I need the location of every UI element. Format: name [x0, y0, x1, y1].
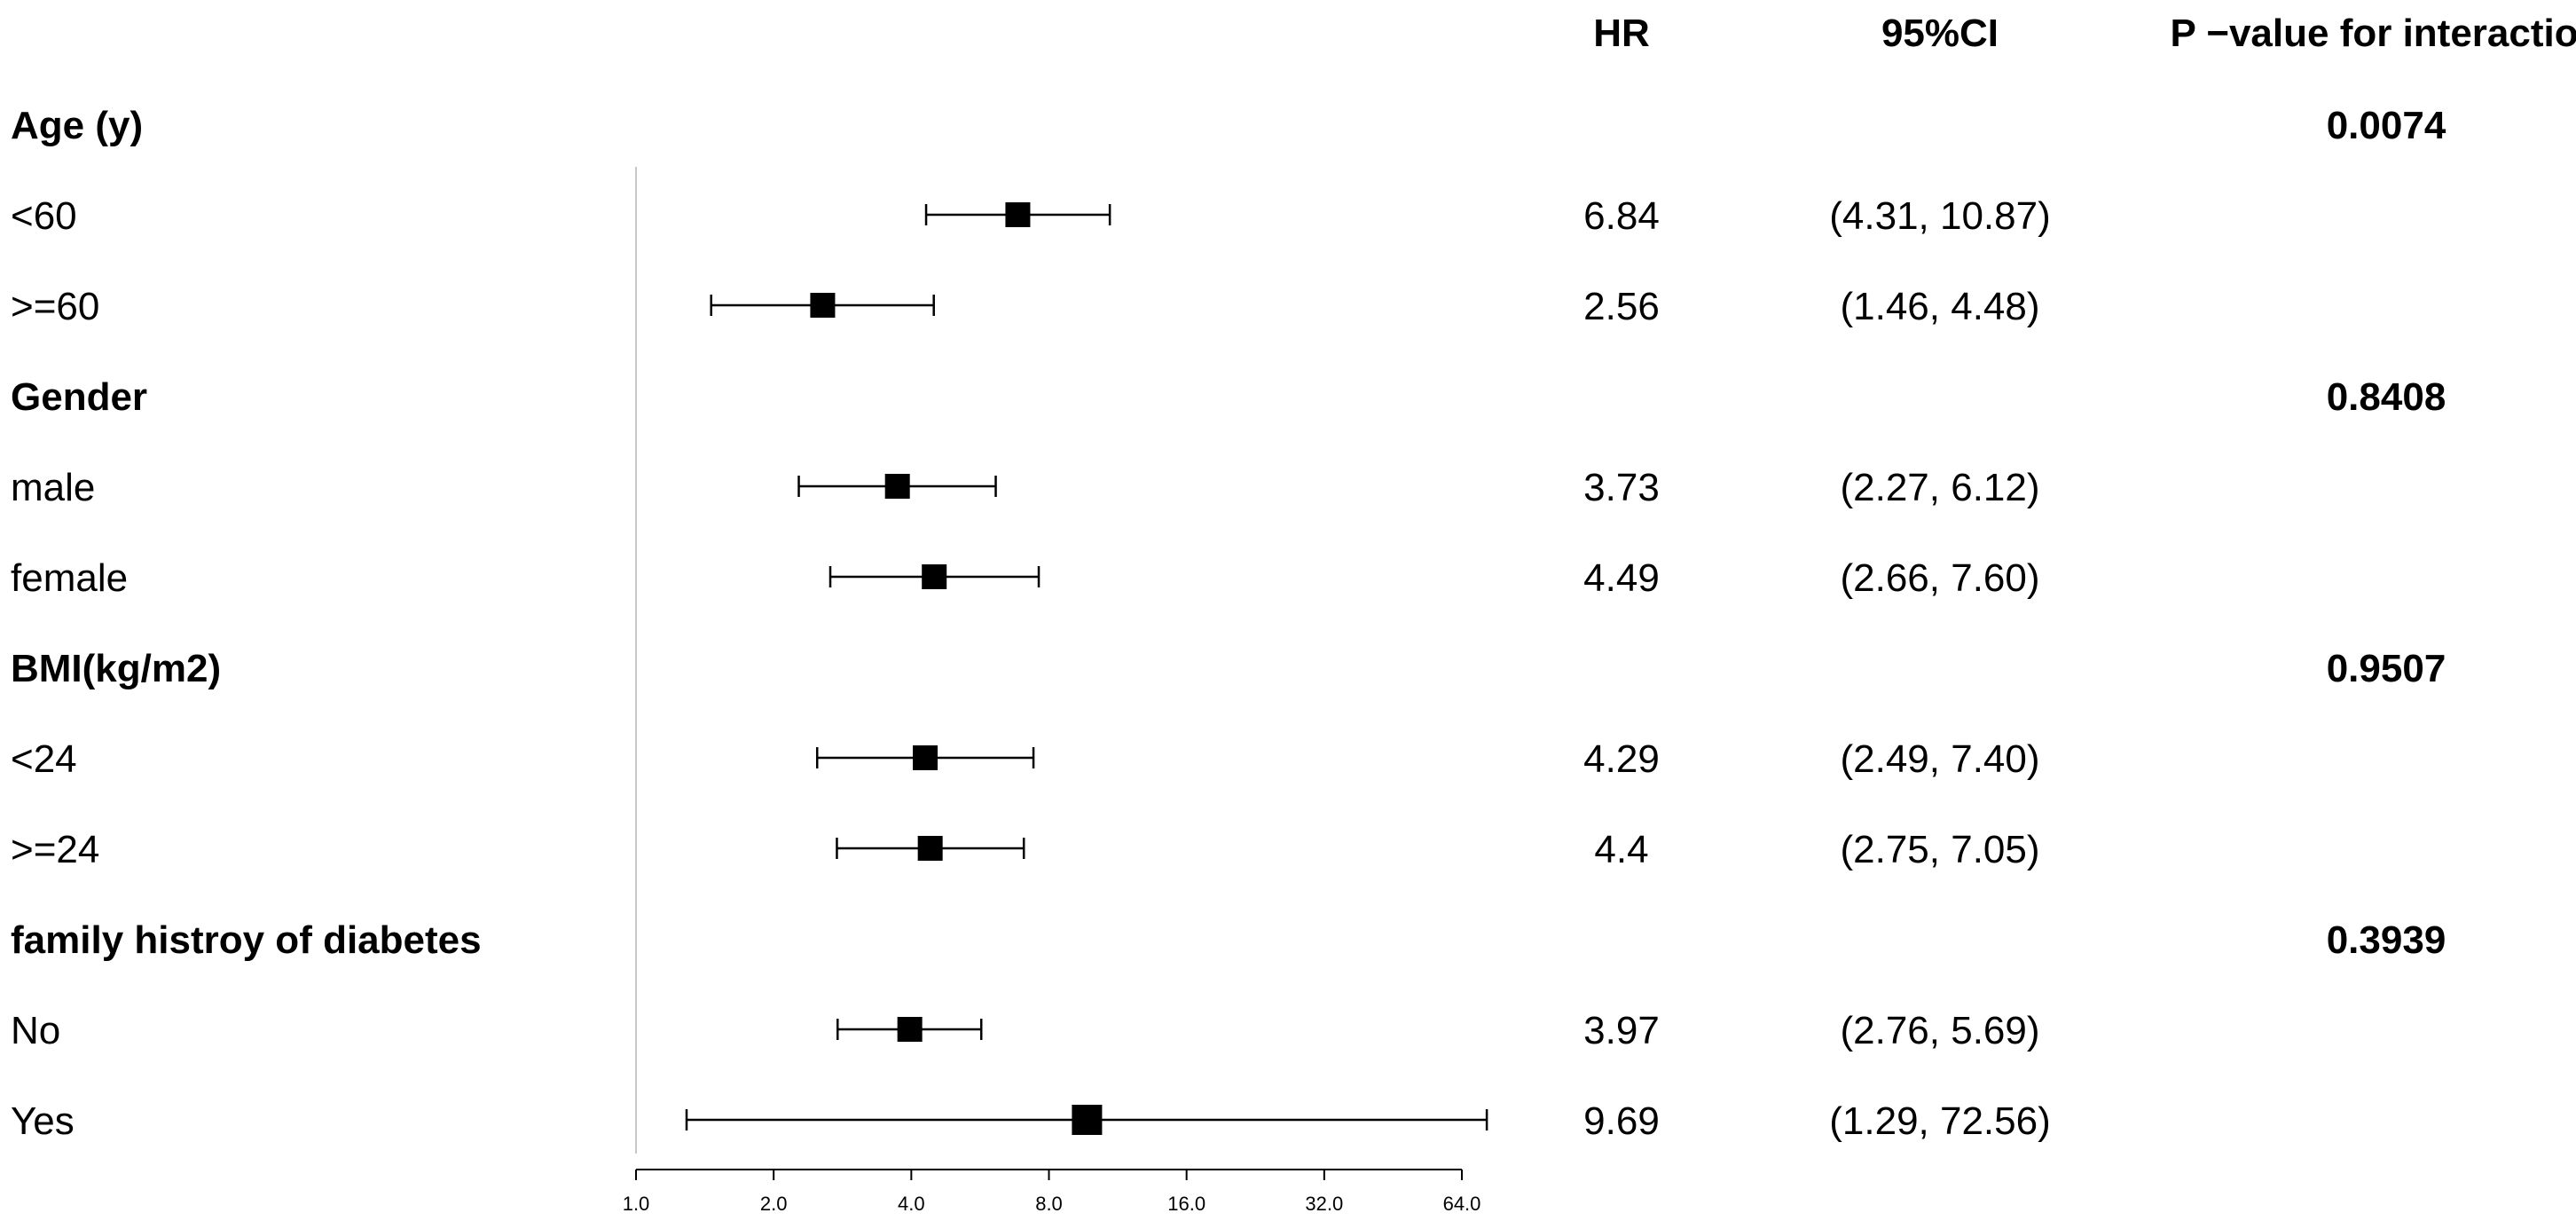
header-ci: 95%CI [1881, 12, 1999, 55]
p-value-label: 0.9507 [2326, 647, 2446, 690]
hr-marker [810, 293, 836, 318]
p-value-label: 0.8408 [2326, 375, 2446, 419]
hr-value-label: 3.97 [1583, 1009, 1660, 1052]
subgroup-label: Yes [11, 1099, 75, 1143]
ci-value-label: (2.66, 7.60) [1840, 556, 2040, 600]
ci-value-label: (2.49, 7.40) [1840, 737, 2040, 781]
hr-marker [897, 1017, 923, 1042]
group-label: Age (y) [11, 104, 144, 147]
ci-value-label: (4.31, 10.87) [1829, 194, 2051, 238]
x-tick-label: 64.0 [1443, 1193, 1481, 1215]
x-tick-label: 2.0 [760, 1193, 788, 1215]
group-label: Gender [11, 375, 148, 419]
hr-marker [1072, 1105, 1103, 1135]
p-value-label: 0.3939 [2326, 918, 2446, 962]
header-hr: HR [1593, 12, 1650, 55]
x-tick-label: 32.0 [1305, 1193, 1343, 1215]
x-tick-label: 4.0 [898, 1193, 925, 1215]
subgroup-label: >=24 [11, 828, 100, 871]
hr-marker [1005, 202, 1031, 227]
hr-marker [922, 564, 947, 589]
x-tick-label: 16.0 [1167, 1193, 1206, 1215]
ci-value-label: (1.46, 4.48) [1840, 285, 2040, 328]
hr-value-label: 6.84 [1583, 194, 1660, 238]
hr-value-label: 4.49 [1583, 556, 1660, 600]
ci-value-label: (2.76, 5.69) [1840, 1009, 2040, 1052]
hr-value-label: 3.73 [1583, 466, 1660, 509]
hr-value-label: 4.4 [1594, 828, 1649, 871]
x-tick-label: 8.0 [1035, 1193, 1063, 1215]
hr-value-label: 2.56 [1583, 285, 1660, 328]
ci-value-label: (1.29, 72.56) [1829, 1099, 2051, 1143]
ci-value-label: (2.27, 6.12) [1840, 466, 2040, 509]
hr-value-label: 4.29 [1583, 737, 1660, 781]
p-value-label: 0.0074 [2326, 104, 2446, 147]
x-tick-label: 1.0 [623, 1193, 650, 1215]
ci-value-label: (2.75, 7.05) [1840, 828, 2040, 871]
subgroup-label: No [11, 1009, 61, 1052]
subgroup-label: female [11, 556, 129, 600]
hr-marker [884, 474, 910, 499]
group-label: BMI(kg/m2) [11, 647, 222, 690]
subgroup-label: <60 [11, 194, 77, 238]
hr-marker [913, 745, 939, 770]
subgroup-label: <24 [11, 737, 77, 781]
group-label: family histroy of diabetes [11, 918, 482, 962]
hr-marker [917, 836, 943, 861]
subgroup-label: male [11, 466, 96, 509]
hr-value-label: 9.69 [1583, 1099, 1660, 1143]
subgroup-label: >=60 [11, 285, 100, 328]
header-p-value: P −value for interaction [2170, 12, 2576, 55]
